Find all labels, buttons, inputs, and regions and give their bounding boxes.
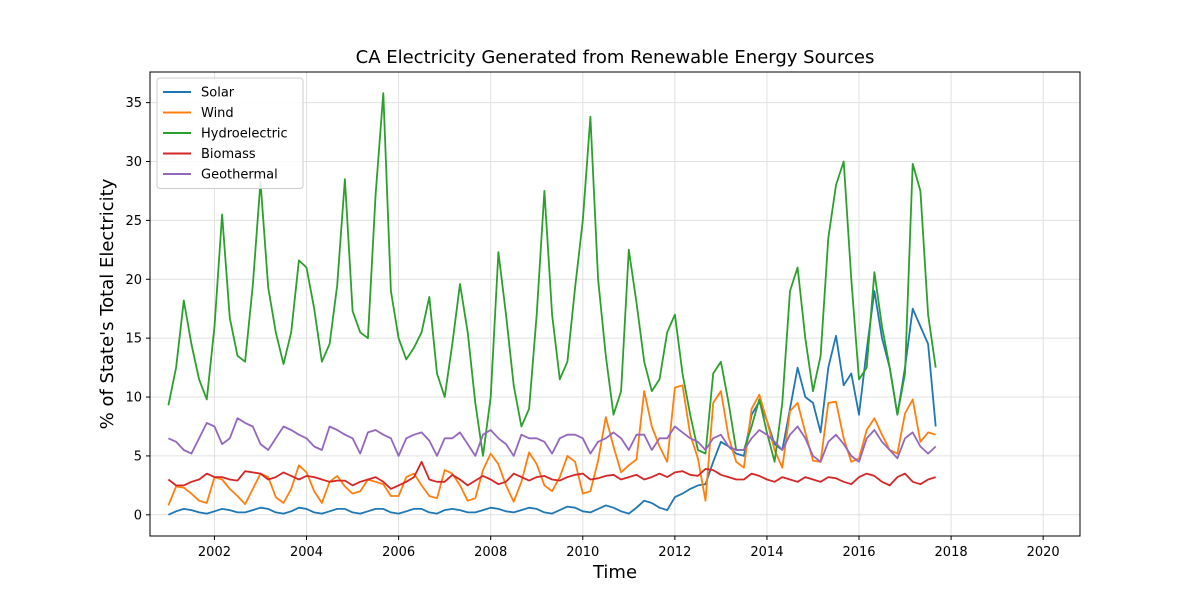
x-tick-label: 2020 — [1027, 545, 1060, 560]
y-axis: 0 5 10 15 20 25 30 35 — [125, 96, 150, 523]
x-tick-label: 2016 — [842, 545, 875, 560]
legend: Solar Wind Hydroelectric Biomass Geothermal — [156, 77, 304, 189]
x-tick-label: 2018 — [935, 545, 968, 560]
legend-label-biomass: Biomass — [201, 147, 256, 162]
legend-box — [156, 77, 304, 189]
x-axis: 2002 2004 2006 2008 2010 2012 2014 2016 2018 2020 — [198, 536, 1060, 560]
x-tick-label: 2012 — [658, 545, 691, 560]
x-tick-label: 2006 — [382, 545, 415, 560]
x-tick-label: 2014 — [750, 545, 783, 560]
legend-label-wind: Wind — [201, 106, 234, 121]
y-tick-label: 25 — [125, 214, 142, 229]
plot-frame — [149, 71, 1081, 537]
x-tick-label: 2010 — [566, 545, 599, 560]
y-tick-label: 5 — [134, 449, 142, 464]
y-tick-label: 0 — [134, 508, 142, 523]
series-line-solar — [168, 290, 937, 516]
legend-label-hydroelectric: Hydroelectric — [201, 127, 288, 142]
y-tick-label: 30 — [125, 155, 142, 170]
legend-label-solar: Solar — [201, 86, 235, 101]
y-axis-label: % of State's Total Electricity — [97, 178, 118, 429]
x-tick-label: 2008 — [474, 545, 507, 560]
legend-label-geothermal: Geothermal — [201, 168, 278, 183]
x-tick-label: 2002 — [198, 545, 231, 560]
series-line-wind — [167, 384, 936, 506]
series-line-hydroelectric — [167, 92, 937, 463]
series-line-geothermal — [168, 417, 937, 463]
series-line-biomass — [167, 460, 936, 490]
x-axis-label: Time — [592, 562, 637, 583]
y-tick-label: 35 — [125, 96, 142, 111]
series-layer — [167, 92, 937, 516]
y-tick-label: 15 — [125, 332, 142, 347]
x-tick-label: 2004 — [290, 545, 323, 560]
y-tick-label: 10 — [125, 391, 142, 406]
chart-title: CA Electricity Generated from Renewable … — [356, 47, 875, 68]
y-tick-label: 20 — [125, 273, 142, 288]
